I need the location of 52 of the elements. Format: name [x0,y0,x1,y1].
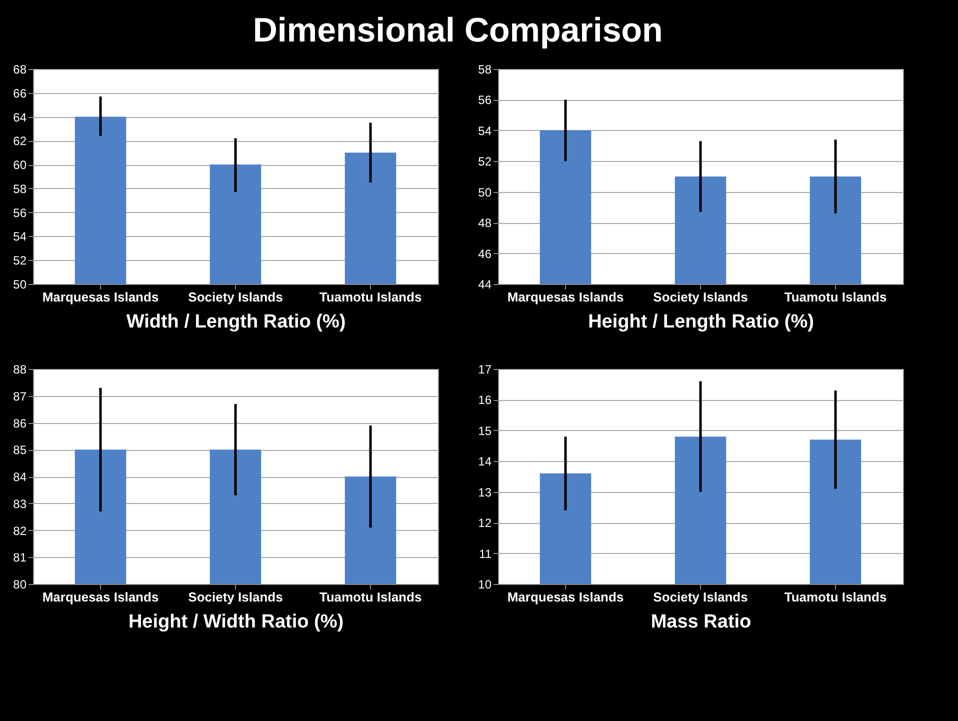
y-tick-label: 62 [13,134,27,148]
y-tick-label: 50 [13,278,27,292]
y-tick-label: 56 [13,206,27,220]
y-tick-label: 83 [13,496,27,511]
x-tick-label: Society Islands [653,290,748,304]
x-tick-label: Tuamotu Islands [319,290,422,304]
y-tick-label: 48 [478,216,492,230]
y-tick-label: 13 [478,485,492,500]
x-tick-label: Marquesas Islands [507,590,624,604]
x-axis-title: Width / Length Ratio (%) [126,312,346,332]
y-tick-label: 88 [13,362,27,376]
y-tick-label: 86 [13,416,27,430]
y-tick-label: 58 [13,182,27,196]
y-tick-label: 50 [478,185,492,200]
y-tick-label: 82 [13,524,27,538]
y-tick-label: 58 [478,62,492,76]
y-tick-label: 60 [13,158,27,172]
x-axis-title: Height / Width Ratio (%) [128,612,344,632]
y-tick-label: 12 [478,516,492,530]
x-axis-title: Mass Ratio [650,612,752,632]
y-tick-label: 52 [478,154,492,169]
y-tick-label: 81 [13,550,27,565]
x-tick-label: Marquesas Islands [42,590,159,604]
y-tick-label: 56 [478,93,492,108]
y-tick-label: 54 [13,230,27,244]
y-tick-label: 85 [13,443,27,458]
y-tick-label: 84 [13,470,27,484]
chart-title: Dimensional Comparison [252,12,663,50]
y-tick-label: 68 [13,62,27,76]
y-tick-label: 44 [478,278,492,292]
y-tick-label: 17 [478,362,492,376]
y-tick-label: 80 [13,578,27,592]
y-tick-label: 11 [479,546,492,561]
y-tick-label: 87 [13,389,27,404]
y-tick-label: 15 [478,424,492,438]
x-tick-label: Society Islands [653,590,748,604]
x-axis-title: Height / Length Ratio (%) [588,312,814,332]
x-tick-label: Tuamotu Islands [784,590,887,604]
y-tick-label: 64 [13,110,27,124]
x-tick-label: Tuamotu Islands [319,590,422,604]
x-tick-label: Marquesas Islands [42,290,159,304]
y-tick-label: 14 [478,454,492,469]
y-tick-label: 66 [13,86,27,100]
y-tick-label: 10 [478,578,492,592]
x-tick-label: Society Islands [188,590,283,604]
y-tick-label: 54 [478,124,492,138]
y-tick-label: 52 [13,254,27,268]
x-tick-label: Tuamotu Islands [784,290,887,304]
x-tick-label: Society Islands [188,290,283,304]
y-tick-label: 46 [478,246,492,261]
x-tick-label: Marquesas Islands [507,290,624,304]
y-tick-label: 16 [478,393,492,408]
